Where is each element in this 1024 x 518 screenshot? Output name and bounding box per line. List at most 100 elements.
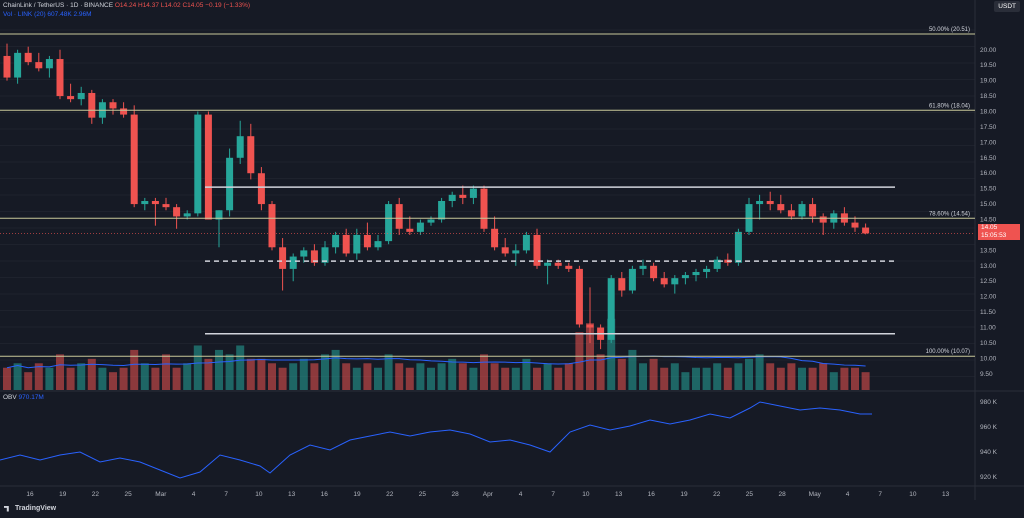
volume-bar [98, 367, 107, 390]
date-tick: 4 [519, 491, 523, 498]
candle-body [448, 194, 456, 201]
candle-body [56, 59, 64, 97]
fib-level-label: 50.00% (20.51) [929, 27, 970, 33]
tradingview-icon [4, 505, 9, 512]
volume-bar [13, 363, 22, 390]
candle-body [226, 157, 234, 211]
date-tick: 22 [713, 491, 721, 498]
volume-bar [660, 367, 669, 390]
volume-bar [87, 358, 96, 390]
fib-level-label: 100.00% (10.07) [926, 349, 970, 355]
volume-bar [109, 372, 117, 390]
current-price-tag: 14.05 15:05:53 [978, 224, 1020, 240]
date-tick: 19 [680, 491, 688, 498]
candle-body [575, 268, 583, 325]
candle-body [310, 250, 318, 263]
candle-body [618, 278, 626, 291]
currency-badge[interactable]: USDT [994, 1, 1020, 12]
volume-bar [808, 367, 817, 390]
volume-bar [66, 367, 75, 390]
candle-body [459, 194, 467, 198]
date-tick: 19 [59, 491, 67, 498]
volume-bar [437, 363, 446, 390]
candle-body [289, 256, 297, 269]
volume-bar [427, 367, 435, 390]
candle-body [533, 234, 541, 266]
volume-bar [723, 367, 732, 390]
candle-body [522, 234, 530, 251]
volume-bar [342, 363, 351, 390]
candle-body [67, 96, 75, 100]
obv-tick: 940 K [980, 449, 998, 456]
candle-body [660, 278, 668, 285]
volume-bar [246, 358, 255, 390]
volume-bar [480, 354, 488, 390]
volume-bar [596, 354, 605, 390]
volume-bar [310, 363, 319, 390]
tradingview-logo[interactable]: TradingView [4, 505, 56, 512]
volume-bar [3, 367, 11, 390]
volume-bar [628, 349, 637, 390]
candle-body [35, 62, 43, 69]
candle-body [194, 114, 202, 214]
volume-bar [448, 358, 457, 390]
volume-bar [713, 363, 722, 390]
price-tick: 15.00 [980, 201, 997, 208]
candle-body [109, 102, 117, 109]
date-tick: 28 [778, 491, 786, 498]
volume-bar [236, 345, 245, 390]
fib-level-label: 61.80% (18.04) [929, 103, 970, 109]
date-tick: 28 [451, 491, 459, 498]
candle-body [650, 265, 658, 279]
price-tick: 14.50 [980, 217, 997, 224]
candle-body [607, 278, 615, 340]
volume-bar [745, 358, 753, 390]
volume-header: Vol · LINK (20) 607.48K 2.96M [3, 11, 92, 19]
volume-bar [734, 363, 743, 390]
date-tick: 25 [746, 491, 754, 498]
date-tick: 25 [419, 491, 427, 498]
volume-bar [299, 358, 308, 390]
volume-bar [321, 354, 329, 390]
date-axis: 16 19 22 25 Mar 4 7 10 13 16 19 22 25 28 Apr 4 7 10 13 16 19… [26, 491, 949, 498]
fib-level-label: 78.60% (14.54) [929, 211, 970, 217]
volume-bar [511, 367, 520, 390]
candle-body [183, 213, 191, 217]
volume-bar [851, 367, 859, 390]
volume-bar [416, 363, 425, 390]
price-tick: 15.50 [980, 186, 997, 193]
candle-body [734, 231, 742, 263]
volume-bar [374, 367, 382, 390]
candle-body [438, 201, 446, 220]
ohlc-readout: O14.24 H14.37 L14.02 C14.05 −0.19 (−1.33… [114, 2, 251, 9]
candle-body [257, 173, 265, 205]
volume-bar [257, 358, 266, 390]
volume-bar [395, 363, 404, 390]
volume-ma-line [6, 355, 866, 369]
candle-body [77, 92, 85, 100]
price-tick: 18.00 [980, 109, 997, 116]
volume-bar [702, 367, 711, 390]
volume-bar [776, 367, 785, 390]
candle-body [3, 55, 11, 78]
volume-bar [119, 367, 128, 390]
candle-body [321, 247, 329, 263]
date-tick: Mar [155, 491, 167, 498]
candle-body [862, 227, 870, 234]
obv-pane [0, 401, 872, 479]
candle-body [681, 275, 689, 279]
date-tick: 13 [615, 491, 623, 498]
volume-bar [268, 363, 276, 390]
volume-bar [458, 363, 467, 390]
candle-body [491, 228, 499, 248]
candle-body [406, 228, 414, 232]
date-tick: 19 [353, 491, 361, 498]
volume-bar [140, 363, 149, 390]
volume-bar [607, 318, 616, 390]
date-tick: 10 [255, 491, 263, 498]
symbol-header: ChainLink / TetherUS · 1D · BINANCE O14.… [3, 2, 250, 10]
candle-body [24, 52, 32, 63]
candle-body [215, 210, 223, 220]
levels: 50.00% (20.51) 61.80% (18.04) 78.60% (14.5… [0, 27, 975, 357]
